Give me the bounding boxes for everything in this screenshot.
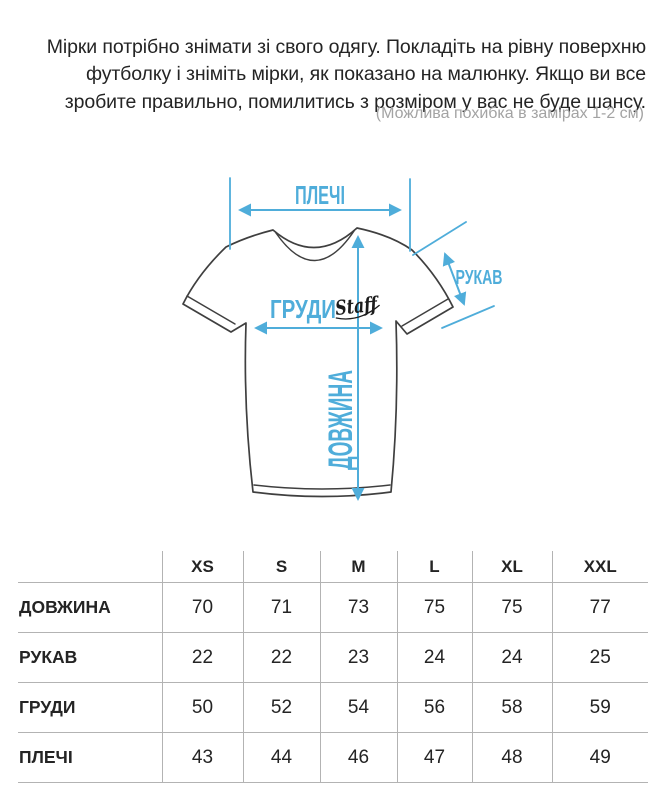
shoulders-measurement: ПЛЕЧІ [229, 177, 411, 252]
chest-measurement: ГРУДИ Staff [254, 291, 383, 335]
brand-logo: Staff [334, 291, 381, 320]
row-label-shoulders: ПЛЕЧІ [18, 732, 162, 783]
col-header-l: L [396, 551, 472, 583]
size-table: XS S M L XL XXL ДОВЖИНА 70 71 73 75 75 7… [18, 551, 648, 783]
value-cell: 75 [471, 582, 552, 633]
value-cell: 56 [396, 682, 472, 733]
table-row-length: ДОВЖИНА 70 71 73 75 75 77 [18, 582, 648, 633]
value-cell: 75 [396, 582, 472, 633]
size-table-container: XS S M L XL XXL ДОВЖИНА 70 71 73 75 75 7… [18, 551, 648, 783]
sleeve-measurement: РУКАВ [412, 221, 503, 329]
value-cell: 47 [396, 732, 472, 783]
hem-inner-line [253, 484, 391, 490]
intro-paragraph: Мірки потрібно знімати зі свого одягу. П… [46, 35, 646, 113]
value-cell: 77 [551, 582, 648, 633]
value-cell: 44 [242, 732, 320, 783]
row-label-sleeve: РУКАВ [18, 632, 162, 683]
length-label: ДОВЖИНА [322, 370, 360, 470]
row-label-length: ДОВЖИНА [18, 582, 162, 633]
row-label-chest: ГРУДИ [18, 682, 162, 733]
brand-logo-underline [335, 304, 380, 320]
sleeve-ext-line-lower [441, 305, 495, 329]
length-measurement: ДОВЖИНА [322, 235, 365, 501]
chest-label: ГРУДИ [270, 294, 336, 324]
size-diagram: ПЛЕЧІ ДОВЖИНА ГРУДИ Staff РУКАВ [182, 177, 503, 501]
col-header-m: M [319, 551, 397, 583]
value-cell: 24 [471, 632, 552, 683]
tshirt-graphic [182, 227, 454, 498]
value-cell: 49 [551, 732, 648, 783]
value-cell: 58 [471, 682, 552, 733]
value-cell: 23 [319, 632, 397, 683]
value-cell: 71 [242, 582, 320, 633]
value-cell: 52 [242, 682, 320, 733]
col-header-s: S [242, 551, 320, 583]
table-row-sleeve: РУКАВ 22 22 23 24 24 25 [18, 632, 648, 683]
value-cell: 70 [161, 582, 243, 633]
brand-logo-text: Staff [334, 291, 381, 320]
tolerance-note: (Можлива похибка в замірах 1-2 см) [375, 105, 644, 122]
value-cell: 25 [551, 632, 648, 683]
sleeve-label: РУКАВ [456, 267, 503, 289]
table-row-shoulders: ПЛЕЧІ 43 44 46 47 48 49 [18, 732, 648, 783]
value-cell: 22 [161, 632, 243, 683]
col-header-xs: XS [161, 551, 243, 583]
sleeve-ext-line-upper [412, 221, 467, 256]
value-cell: 54 [319, 682, 397, 733]
value-cell: 48 [471, 732, 552, 783]
shoulders-label: ПЛЕЧІ [295, 180, 345, 210]
size-table-header-row: XS S M L XL XXL [18, 551, 648, 583]
col-header-xxl: XXL [551, 551, 648, 583]
value-cell: 59 [551, 682, 648, 733]
value-cell: 73 [319, 582, 397, 633]
value-cell: 22 [242, 632, 320, 683]
table-row-chest: ГРУДИ 50 52 54 56 58 59 [18, 682, 648, 733]
corner-empty-cell [18, 551, 162, 583]
value-cell: 50 [161, 682, 243, 733]
right-cuff-line [401, 298, 449, 327]
left-cuff-line [186, 295, 236, 325]
col-header-xl: XL [471, 551, 552, 583]
collar-inner-line [275, 230, 355, 262]
value-cell: 24 [396, 632, 472, 683]
value-cell: 43 [161, 732, 243, 783]
sleeve-arrow [442, 252, 467, 306]
value-cell: 46 [319, 732, 397, 783]
